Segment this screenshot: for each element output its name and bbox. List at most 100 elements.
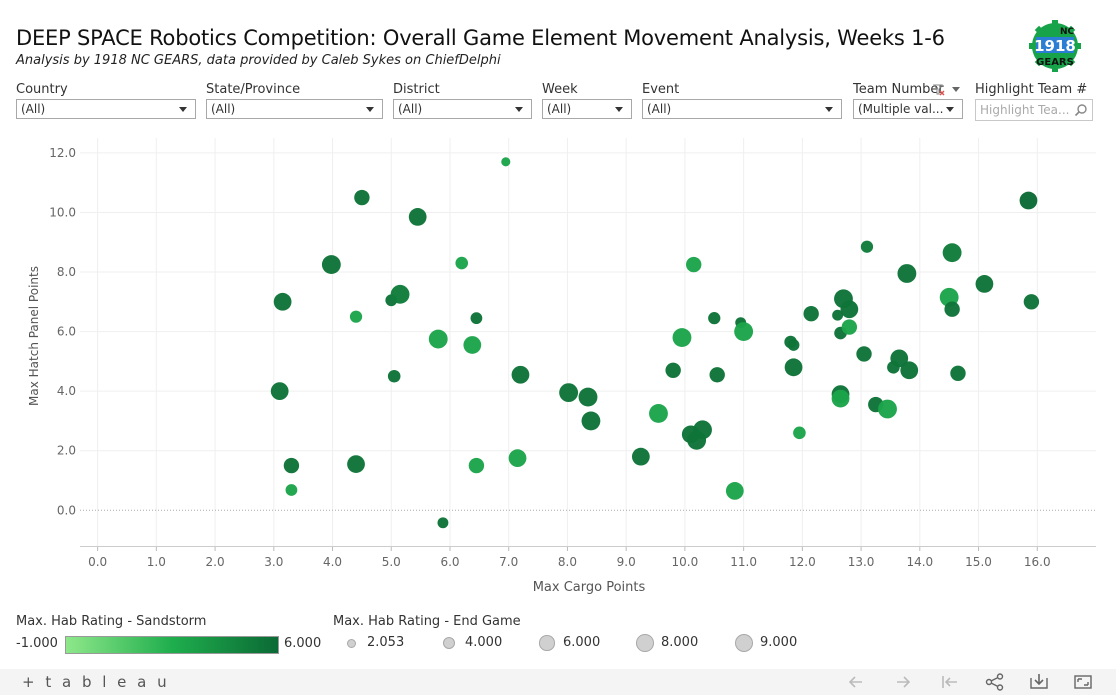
scatter-point[interactable] bbox=[511, 365, 530, 384]
scatter-point[interactable] bbox=[508, 449, 527, 468]
scatter-point[interactable] bbox=[273, 292, 292, 311]
page-subtitle: Analysis by 1918 NC GEARS, data provided… bbox=[16, 53, 501, 68]
scatter-point[interactable] bbox=[321, 255, 341, 274]
scatter-point[interactable] bbox=[347, 455, 365, 473]
scatter-point[interactable] bbox=[390, 284, 410, 304]
scatter-point[interactable] bbox=[270, 382, 289, 401]
x-tick-label: 13.0 bbox=[848, 555, 875, 569]
x-tick-label: 16.0 bbox=[1024, 555, 1051, 569]
scatter-point[interactable] bbox=[631, 447, 650, 466]
district-dropdown[interactable]: (All) bbox=[393, 99, 532, 119]
undo-icon[interactable] bbox=[846, 673, 866, 691]
scatter-point[interactable] bbox=[803, 306, 819, 322]
scatter-point[interactable] bbox=[349, 310, 363, 323]
scatter-point[interactable] bbox=[285, 484, 298, 496]
y-tick-label: 8.0 bbox=[57, 265, 76, 279]
scatter-point[interactable] bbox=[581, 411, 601, 431]
scatter-point[interactable] bbox=[686, 256, 702, 273]
y-tick-label: 0.0 bbox=[57, 503, 76, 517]
scatter-point[interactable] bbox=[578, 387, 598, 407]
nc-gears-logo: NC 1918 GEARS bbox=[1029, 20, 1081, 72]
size-legend-label: 2.053 bbox=[367, 635, 405, 650]
scatter-point[interactable] bbox=[897, 264, 917, 283]
x-tick-label: 15.0 bbox=[965, 555, 992, 569]
team-number-dropdown[interactable]: (Multiple val... bbox=[853, 99, 963, 119]
scatter-point[interactable] bbox=[470, 312, 483, 325]
download-icon[interactable] bbox=[1029, 673, 1049, 691]
scatter-point[interactable] bbox=[709, 367, 725, 383]
scatter-point[interactable] bbox=[950, 365, 966, 381]
caret-down-icon bbox=[946, 107, 954, 112]
scatter-point[interactable] bbox=[840, 300, 859, 319]
chart-grid bbox=[80, 138, 1096, 546]
redo-icon[interactable] bbox=[893, 673, 913, 691]
scatter-point[interactable] bbox=[831, 389, 850, 408]
scatter-point[interactable] bbox=[428, 329, 448, 349]
y-axis-ticks: 0.0 2.0 4.0 6.0 8.0 10.0 12.0 bbox=[49, 146, 76, 517]
filter-highlight-team: Highlight Team # Highlight Tea... bbox=[975, 82, 1093, 121]
scatter-point[interactable] bbox=[975, 275, 994, 293]
scatter-point[interactable] bbox=[672, 328, 692, 347]
dropdown-value: (Multiple val... bbox=[858, 102, 944, 116]
filter-district: District (All) bbox=[393, 82, 532, 119]
scatter-point[interactable] bbox=[734, 322, 754, 341]
scatter-point[interactable] bbox=[468, 457, 485, 474]
revert-icon[interactable] bbox=[940, 673, 960, 691]
scatter-point[interactable] bbox=[841, 319, 858, 335]
filter-label: Team Number bbox=[853, 82, 944, 97]
size-legend-label: 9.000 bbox=[760, 635, 798, 650]
scatter-point[interactable] bbox=[463, 336, 482, 354]
filter-week: Week (All) bbox=[542, 82, 632, 119]
scatter-point[interactable] bbox=[787, 339, 800, 351]
week-dropdown[interactable]: (All) bbox=[542, 99, 632, 119]
scatter-point[interactable] bbox=[283, 457, 300, 474]
fullscreen-icon[interactable] bbox=[1073, 673, 1093, 691]
size-legend-circle bbox=[734, 633, 754, 653]
caret-down-icon bbox=[515, 107, 523, 112]
scatter-point[interactable] bbox=[793, 426, 806, 440]
scatter-point[interactable] bbox=[944, 301, 960, 317]
scatter-point[interactable] bbox=[559, 383, 579, 403]
country-dropdown[interactable]: (All) bbox=[16, 99, 196, 119]
page-title: DEEP SPACE Robotics Competition: Overall… bbox=[16, 26, 945, 50]
y-tick-label: 10.0 bbox=[49, 205, 76, 219]
scatter-point[interactable] bbox=[856, 346, 872, 362]
color-legend-title: Max. Hab Rating - Sandstorm bbox=[16, 614, 207, 629]
filter-country: Country (All) bbox=[16, 82, 196, 119]
x-tick-label: 0.0 bbox=[88, 555, 107, 569]
filter-team-number: Team Number (Multiple val... bbox=[853, 82, 963, 119]
filter-label: District bbox=[393, 82, 440, 97]
scatter-point[interactable] bbox=[501, 157, 511, 167]
scatter-point[interactable] bbox=[784, 358, 803, 377]
share-icon[interactable] bbox=[985, 673, 1005, 691]
scatter-point[interactable] bbox=[860, 240, 874, 253]
scatter-point[interactable] bbox=[455, 256, 469, 270]
dropdown-value: (All) bbox=[647, 102, 672, 116]
state-dropdown[interactable]: (All) bbox=[206, 99, 383, 119]
scatter-point[interactable] bbox=[1023, 294, 1040, 310]
scatter-point[interactable] bbox=[887, 361, 900, 374]
scatter-point[interactable] bbox=[437, 517, 449, 529]
scatter-point[interactable] bbox=[387, 369, 401, 383]
event-dropdown[interactable]: (All) bbox=[642, 99, 842, 119]
scatter-point[interactable] bbox=[408, 208, 427, 226]
scatter-point[interactable] bbox=[942, 243, 962, 263]
x-tick-label: 4.0 bbox=[323, 555, 342, 569]
scatter-point[interactable] bbox=[687, 430, 707, 450]
highlight-team-input[interactable]: Highlight Tea... bbox=[975, 99, 1093, 121]
scatter-point[interactable] bbox=[900, 361, 919, 380]
scatter-point[interactable] bbox=[878, 399, 897, 419]
scatter-point[interactable] bbox=[708, 312, 721, 325]
tableau-brand[interactable]: + t a b l e a u bbox=[22, 673, 170, 691]
clear-filter-icon[interactable] bbox=[933, 84, 963, 96]
scatter-point[interactable] bbox=[354, 189, 370, 206]
filter-label: Country bbox=[16, 82, 68, 97]
scatter-point[interactable] bbox=[665, 362, 681, 378]
scatter-point[interactable] bbox=[725, 482, 744, 500]
scatter-point[interactable] bbox=[1019, 191, 1038, 210]
scatter-point[interactable] bbox=[832, 309, 844, 321]
scatter-point[interactable] bbox=[649, 404, 668, 423]
x-tick-label: 11.0 bbox=[730, 555, 757, 569]
x-tick-label: 6.0 bbox=[440, 555, 459, 569]
svg-text:NC: NC bbox=[1060, 27, 1075, 37]
